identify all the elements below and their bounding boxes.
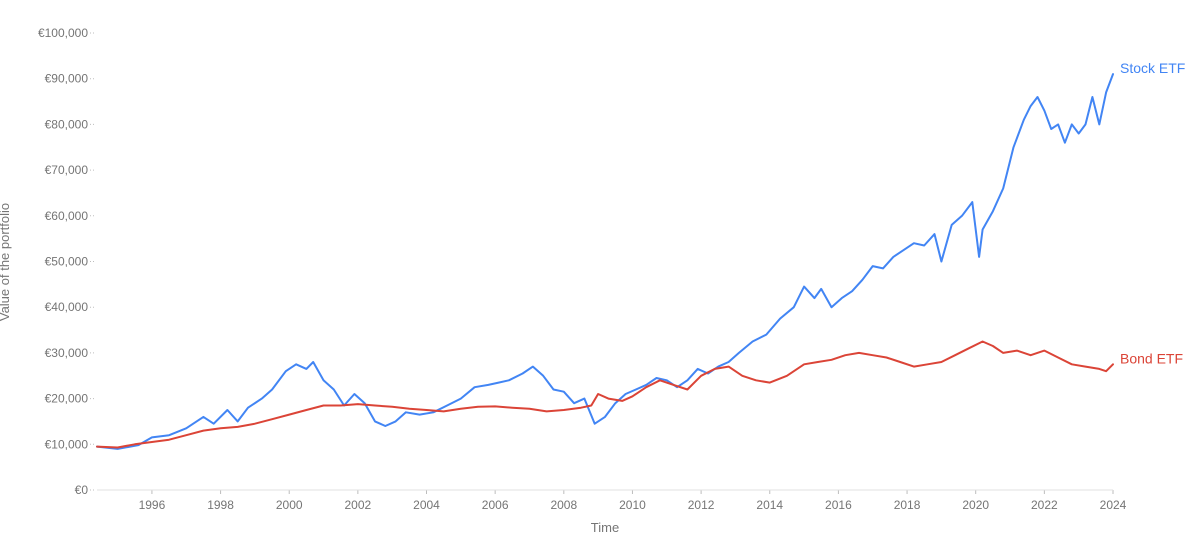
x-tick-label: 2016 (825, 498, 852, 512)
bond-etf-line (96, 340, 1114, 449)
x-tick-label: 2022 (1031, 498, 1058, 512)
y-axis: €0 €10,000 €20,000 €30,000 €40,000 €50,000 €60… (38, 26, 95, 497)
x-tick-label: 2008 (550, 498, 577, 512)
x-tick-label: 2002 (345, 498, 372, 512)
y-axis-title: Value of the portfolio (0, 203, 12, 321)
y-tick-label: €100,000 (38, 26, 88, 40)
x-tick-label: 2018 (894, 498, 921, 512)
x-tick-label: 2004 (413, 498, 440, 512)
x-axis: 1996 1998 2000 2002 2004 2006 2008 2010 2012 2014… (139, 490, 1127, 512)
x-tick-label: 2014 (756, 498, 783, 512)
x-tick-label: 2024 (1100, 498, 1127, 512)
x-tick-label: 1996 (139, 498, 166, 512)
x-axis-title: Time (591, 520, 619, 535)
x-tick-label: 2020 (962, 498, 989, 512)
y-tick-label: €70,000 (45, 163, 89, 177)
y-tick-label: €20,000 (45, 392, 89, 406)
stock-etf-label: Stock ETF (1120, 60, 1185, 76)
y-tick-label: €10,000 (45, 437, 89, 451)
x-tick-label: 2010 (619, 498, 646, 512)
x-tick-label: 2012 (688, 498, 715, 512)
y-tick-label: €30,000 (45, 346, 89, 360)
y-tick-label: €80,000 (45, 117, 89, 131)
x-tick-label: 1998 (207, 498, 234, 512)
x-tick-label: 2006 (482, 498, 509, 512)
stock-etf-line (96, 73, 1114, 450)
y-tick-label: €0 (75, 483, 89, 497)
y-tick-label: €90,000 (45, 72, 89, 86)
y-tick-label: €40,000 (45, 300, 89, 314)
series-layer: Stock ETF Bond ETF (96, 60, 1185, 450)
x-tick-label: 2000 (276, 498, 303, 512)
y-tick-label: €50,000 (45, 255, 89, 269)
y-tick-label: €60,000 (45, 209, 89, 223)
bond-etf-label: Bond ETF (1120, 350, 1183, 366)
